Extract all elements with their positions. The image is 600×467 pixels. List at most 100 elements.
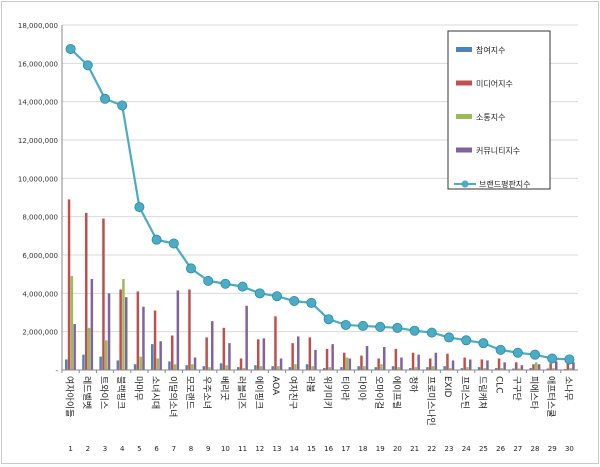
x-category-label: 마마무 bbox=[132, 376, 143, 401]
x-category-label: 여자아이들 bbox=[64, 376, 76, 417]
bar bbox=[374, 367, 378, 370]
bar bbox=[391, 366, 395, 370]
x-rank-label: 13 bbox=[273, 445, 282, 453]
bar bbox=[500, 368, 504, 370]
x-category-label: AOA bbox=[270, 376, 280, 396]
bar bbox=[546, 368, 550, 370]
x-category-label: 피에스타 bbox=[528, 376, 539, 410]
bar bbox=[460, 368, 464, 370]
line-point bbox=[271, 291, 282, 302]
bar bbox=[495, 368, 498, 370]
line-point bbox=[323, 314, 334, 325]
x-category-label: 라붐 bbox=[304, 376, 315, 393]
bar bbox=[254, 365, 257, 370]
bar bbox=[65, 359, 68, 370]
bar bbox=[188, 289, 191, 370]
x-category-label: 베리굿 bbox=[218, 376, 229, 401]
bar bbox=[443, 366, 446, 370]
y-tick-label: 10,000,000 bbox=[18, 175, 58, 183]
x-category-label: 소나무 bbox=[562, 376, 573, 401]
x-rank-label: 26 bbox=[496, 445, 505, 453]
bar bbox=[572, 362, 575, 370]
line-point bbox=[564, 354, 575, 365]
line-point bbox=[426, 327, 437, 338]
line-point bbox=[168, 238, 179, 249]
bar bbox=[237, 367, 240, 370]
x-category-label: 프리스틴 bbox=[459, 376, 470, 409]
bar bbox=[259, 366, 263, 370]
bar bbox=[133, 364, 137, 370]
bar bbox=[294, 364, 297, 370]
legend-label: 브랜드평판지수 bbox=[479, 179, 531, 189]
bar bbox=[105, 340, 108, 370]
line-point bbox=[375, 321, 386, 332]
bar bbox=[305, 364, 309, 370]
bar bbox=[515, 362, 518, 370]
x-category-label: CLC bbox=[494, 376, 504, 394]
line-point bbox=[443, 332, 454, 343]
bar bbox=[205, 337, 208, 370]
bar bbox=[397, 367, 400, 370]
bar bbox=[119, 289, 122, 370]
legend-label: 소통지수 bbox=[476, 113, 505, 122]
bar bbox=[297, 336, 300, 370]
bar bbox=[552, 368, 555, 370]
bar bbox=[308, 337, 312, 370]
bar bbox=[446, 353, 449, 370]
bar-series-group bbox=[65, 199, 575, 370]
x-rank-label: 8 bbox=[189, 445, 193, 453]
x-category-label: 트와이스 bbox=[98, 376, 110, 409]
bar bbox=[512, 368, 515, 370]
bar bbox=[323, 368, 326, 370]
line-point bbox=[100, 93, 111, 104]
x-category-label: 애프터스쿨 bbox=[545, 376, 556, 417]
bar bbox=[466, 367, 469, 370]
bar bbox=[434, 352, 438, 370]
x-category-label: 에이핑크 bbox=[253, 376, 264, 409]
bar bbox=[291, 343, 294, 370]
bar bbox=[73, 324, 76, 370]
bar bbox=[262, 338, 266, 370]
x-category-label: 우주소녀 bbox=[201, 376, 212, 409]
bar bbox=[480, 359, 484, 370]
x-category-label: 레드벨벳 bbox=[81, 376, 92, 409]
bar bbox=[569, 368, 572, 370]
bar bbox=[394, 348, 398, 370]
line-point bbox=[306, 297, 317, 308]
x-rank-label: 28 bbox=[531, 445, 540, 453]
x-rank-label: 22 bbox=[427, 445, 436, 453]
bar bbox=[142, 306, 145, 370]
x-rank-label: 17 bbox=[341, 445, 350, 453]
x-category-label: 드림캐쳐 bbox=[476, 376, 488, 409]
bar bbox=[377, 358, 380, 370]
x-category-label: 소녀시대 bbox=[150, 376, 161, 409]
line-point bbox=[461, 335, 472, 346]
x-rank-label: 15 bbox=[307, 445, 316, 453]
bar bbox=[463, 357, 466, 370]
bar bbox=[477, 367, 481, 370]
bar bbox=[325, 348, 329, 370]
x-category-label: 프로미스나인 bbox=[425, 376, 436, 426]
bar bbox=[380, 364, 383, 370]
bar bbox=[314, 349, 317, 370]
bar bbox=[116, 360, 120, 370]
x-rank-label: 9 bbox=[206, 445, 210, 453]
bar bbox=[348, 358, 352, 370]
bar bbox=[271, 366, 274, 370]
bar bbox=[176, 290, 180, 370]
line-point bbox=[547, 353, 558, 364]
bar bbox=[159, 341, 162, 370]
bar bbox=[340, 367, 343, 370]
bar bbox=[503, 362, 506, 370]
line-point bbox=[203, 275, 214, 286]
x-rank-label: 7 bbox=[172, 445, 176, 453]
x-category-label: EXID bbox=[442, 376, 452, 398]
x-rank-label: 11 bbox=[238, 445, 247, 453]
bar bbox=[365, 346, 369, 370]
bar bbox=[409, 368, 412, 370]
line-point bbox=[392, 322, 403, 333]
bar bbox=[383, 347, 386, 370]
line-point bbox=[478, 338, 489, 349]
